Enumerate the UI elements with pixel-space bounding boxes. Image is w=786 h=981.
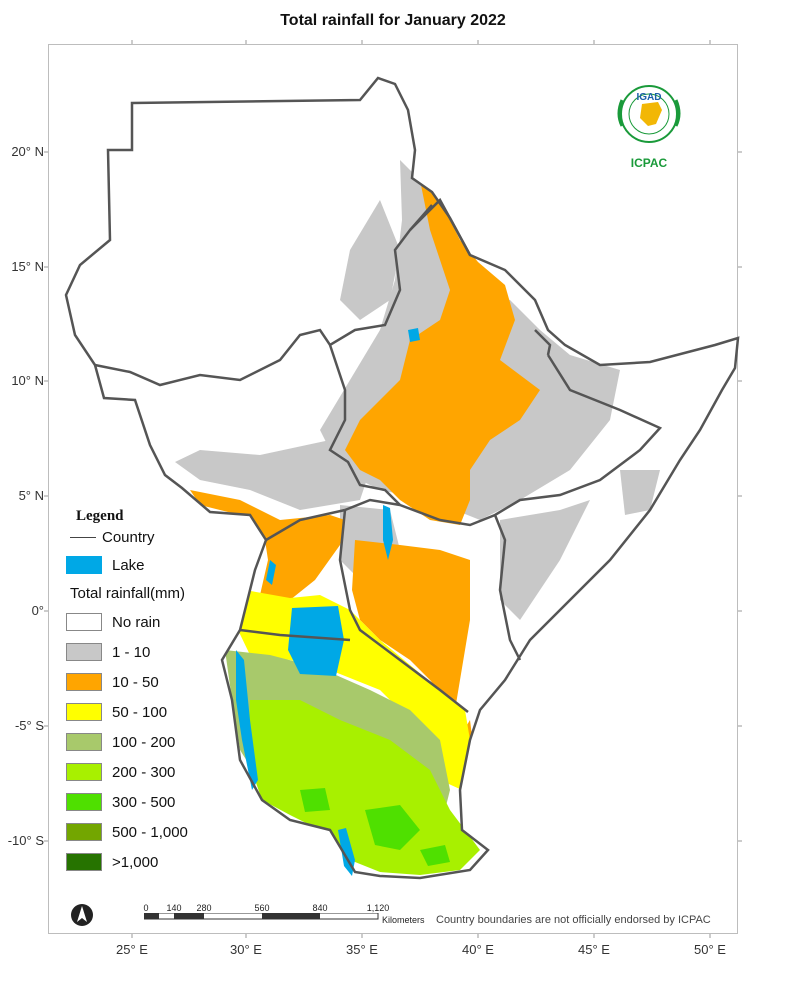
legend-class-label: 300 - 500: [112, 793, 176, 811]
legend-class-label: 500 - 1,000: [112, 823, 188, 841]
lon-label-50e: 50° E: [694, 942, 726, 957]
logo-bottom-text: ICPAC: [630, 156, 668, 170]
lon-label-35e: 35° E: [346, 942, 378, 957]
lon-label-40e: 40° E: [462, 942, 494, 957]
scale-tick-560: 560: [254, 903, 270, 913]
lake-victoria: [288, 606, 344, 676]
lake-swatch: [66, 556, 102, 574]
legend-class-label: 10 - 50: [112, 673, 159, 691]
igad-icpac-logo: IGAD ICPAC: [606, 78, 692, 174]
legend-class-row: 10 - 50: [66, 667, 246, 697]
lake-turkana: [383, 505, 393, 560]
legend-class-row: 500 - 1,000: [66, 817, 246, 847]
legend-class-swatch: [66, 793, 102, 811]
legend-rainfall-title: Total rainfall(mm): [70, 585, 186, 602]
legend-classes: No rain 1 - 10 10 - 50 50 - 100 100 - 200 200…: [66, 607, 246, 877]
country-line-swatch: [70, 536, 96, 538]
scale-unit: Kilometers: [382, 915, 425, 925]
scale-tick-280: 280: [196, 903, 212, 913]
legend-country-row: Country: [66, 525, 246, 549]
lake-tanganyika: [236, 650, 258, 790]
legend-class-label: 100 - 200: [112, 733, 176, 751]
scale-tick-140: 140: [166, 903, 182, 913]
legend-class-swatch: [66, 613, 102, 631]
legend-class-swatch: [66, 673, 102, 691]
legend-class-swatch: [66, 823, 102, 841]
lon-label-30e: 30° E: [230, 942, 262, 957]
lat-label-10n: 10° N: [11, 373, 44, 388]
legend-country-label: Country: [102, 528, 155, 546]
legend-class-swatch: [66, 763, 102, 781]
lat-label-5s: -5° S: [14, 718, 44, 733]
legend-class-row: 1 - 10: [66, 637, 246, 667]
scale-tick-840: 840: [312, 903, 328, 913]
legend-class-label: >1,000: [112, 853, 159, 871]
scale-tick-0: 0: [143, 903, 149, 913]
lake-tana: [408, 328, 420, 342]
legend-class-swatch: [66, 703, 102, 721]
lon-label-25e: 25° E: [116, 942, 148, 957]
lake-albert: [266, 560, 276, 585]
legend-lake-label: Lake: [112, 556, 145, 574]
legend-class-swatch: [66, 733, 102, 751]
disclaimer: Country boundaries are not officially en…: [436, 914, 711, 926]
legend-class-row: >1,000: [66, 847, 246, 877]
north-arrow-icon: [71, 904, 93, 926]
country-borders: [64, 76, 740, 880]
scale-bar-graphic: [144, 913, 379, 920]
lat-label-20n: 20° N: [11, 144, 44, 159]
legend-class-swatch: [66, 643, 102, 661]
legend-title: Legend: [76, 508, 124, 524]
legend-class-row: 50 - 100: [66, 697, 246, 727]
map-frame: [48, 44, 738, 934]
lat-label-5n: 5° N: [18, 488, 44, 503]
map-title: Total rainfall for January 2022: [280, 12, 506, 29]
lat-label-15n: 15° N: [11, 259, 44, 274]
legend-class-label: No rain: [112, 613, 161, 631]
legend-class-row: 200 - 300: [66, 757, 246, 787]
legend-lake-row: Lake: [66, 549, 246, 581]
legend: Legend Country Lake Total rainfall(mm) N…: [66, 508, 246, 877]
legend-class-label: 1 - 10: [112, 643, 151, 661]
legend-class-row: 100 - 200: [66, 727, 246, 757]
legend-class-row: No rain: [66, 607, 246, 637]
scale-tick-1120: 1,120: [366, 903, 390, 913]
legend-class-row: 300 - 500: [66, 787, 246, 817]
lat-label-10s: -10° S: [7, 833, 44, 848]
legend-class-swatch: [66, 853, 102, 871]
laurel-globe-icon: IGAD: [617, 85, 681, 143]
logo-top-text: IGAD: [637, 92, 662, 103]
lat-label-0: 0°: [31, 603, 44, 618]
legend-class-label: 200 - 300: [112, 763, 176, 781]
lon-label-45e: 45° E: [578, 942, 610, 957]
legend-class-label: 50 - 100: [112, 703, 168, 721]
